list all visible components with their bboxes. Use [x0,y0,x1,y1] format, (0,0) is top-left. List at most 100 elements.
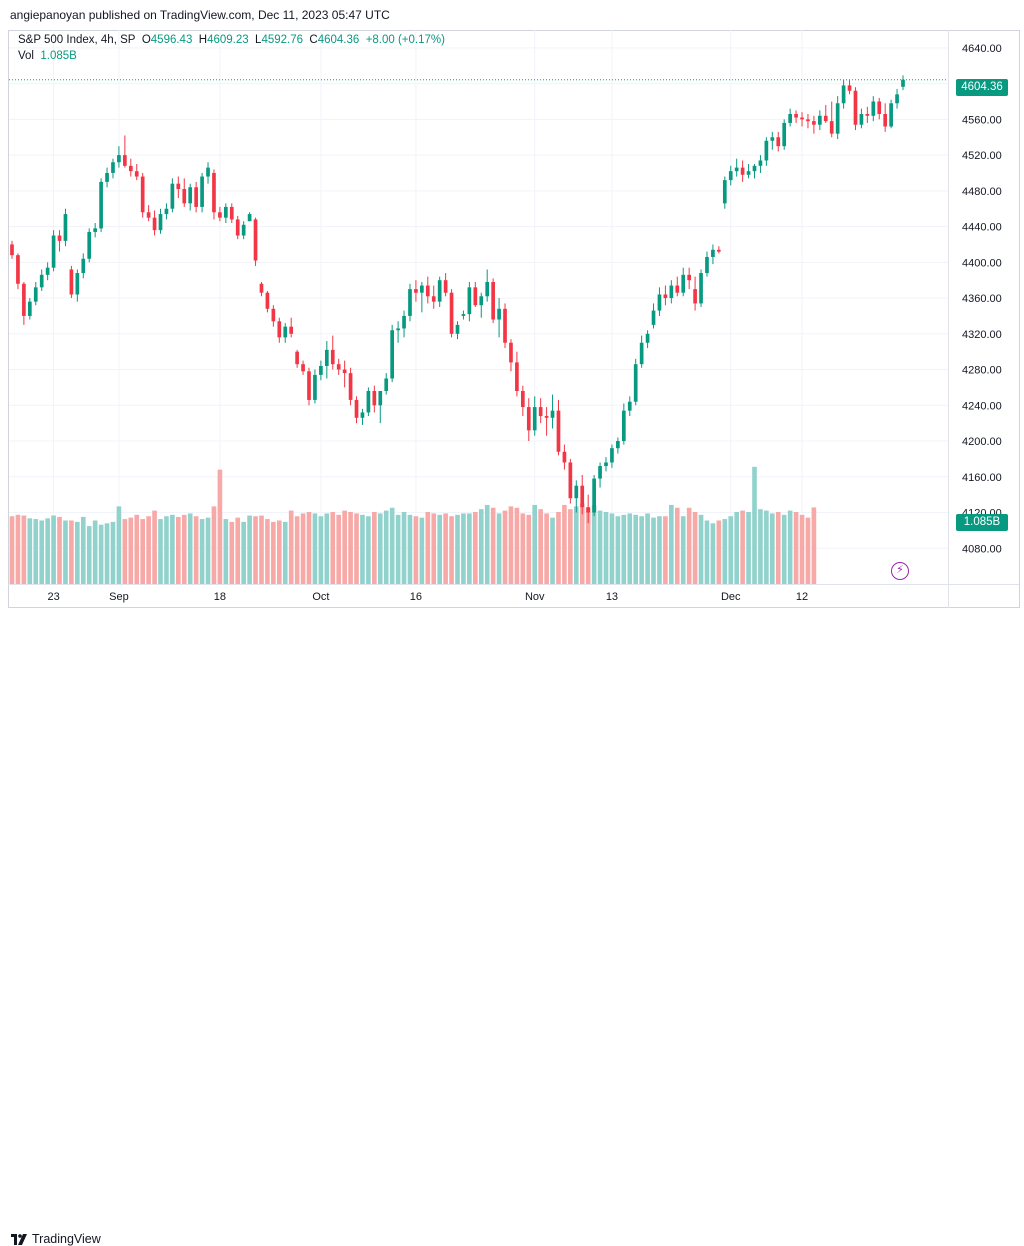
candle-body [420,285,424,293]
volume-bar [787,510,793,584]
volume-bar [253,516,258,584]
candle-body [93,228,98,232]
volume-bar [473,512,478,584]
candle-body [366,390,371,413]
volume-bar [591,504,597,584]
candle-body [657,294,662,311]
volume-bar [722,519,728,584]
volume-bar [692,512,698,584]
volume-bar [164,516,169,584]
volume-bar [75,521,80,584]
volume-bar [318,516,324,584]
volume-bar [276,520,282,584]
candle-body [491,281,495,320]
volume-bar [122,519,128,584]
volume-bar [746,512,751,584]
volume-bar [15,514,21,584]
candle-body [853,90,858,125]
candle-body [574,485,579,499]
price-chart[interactable]: 4640.004600.004560.004520.004480.004440.… [8,30,1020,608]
high-value: 4609.23 [207,34,249,46]
candle-body [675,285,680,293]
volume-bar [306,512,312,584]
volume-bar [27,518,33,584]
candle-body [717,249,721,252]
volume-bar [324,513,330,584]
volume-bar [128,517,134,584]
volume-bar [342,510,347,584]
candle-body [22,283,26,316]
candle-body [473,287,478,306]
y-tick-label: 4080.00 [962,543,1002,555]
candle-body [330,349,335,365]
candle-body [812,121,816,125]
volume-bar [146,516,151,584]
candle-body [669,285,674,299]
candle-body [806,119,810,122]
volume-bar [372,512,377,584]
volume-bar [657,516,662,584]
candle-body [645,333,650,343]
volume-bar [502,510,508,584]
candle-body [182,189,187,204]
y-tick-label: 4520.00 [962,150,1002,162]
low-value: 4592.76 [261,34,304,46]
volume-bar [686,507,692,584]
candle-body [307,371,311,400]
volume-bar [573,506,579,584]
close-label: C [309,34,318,46]
volume-bar [377,513,383,584]
candle-body [633,364,638,402]
volume-bar [205,517,211,584]
volume-bar [51,515,56,584]
lightning-icon[interactable]: ⚡ [891,562,909,580]
volume-legend: Vol 1.085B [18,50,77,62]
candle-body [384,378,389,391]
tradingview-brand[interactable]: TradingView [32,1232,101,1246]
candle-body [562,451,567,463]
volume-bar [764,510,769,584]
volume-bar [651,517,656,584]
candle-body [520,390,525,408]
volume-bar [781,514,787,584]
volume-bar [467,513,472,584]
candle-body [247,214,252,222]
candle-body [758,160,763,166]
candle-body [693,289,697,304]
candle-body [283,326,288,338]
candle-body [313,374,317,400]
candle-body [467,287,472,315]
candle-body [526,407,531,431]
candle-body [859,113,864,125]
volume-bar [176,516,181,584]
candle-body [146,212,151,218]
volume-bar [86,526,92,584]
candle-body [123,155,127,166]
volume-bar [811,507,817,584]
volume-bar [110,521,116,584]
candle-body [877,101,882,114]
volume-bar [508,506,514,584]
candle-body [63,214,68,241]
candle-body [544,416,549,418]
volume-bar [419,517,425,584]
candle-body [164,208,169,215]
footer: TradingView [0,612,1024,1246]
volume-bar [585,507,591,584]
volume-bar [603,512,609,584]
volume-bar [562,504,567,584]
candle-body [51,235,56,268]
candle-body [639,342,644,365]
candle-body [788,113,792,123]
volume-bar [235,517,241,584]
candle-body [200,176,204,207]
candle-body [556,410,561,452]
volume-bar [579,503,585,584]
volume-bar [799,514,805,584]
candle-body [402,315,406,329]
candle-body [515,362,519,391]
volume-bar [9,516,15,584]
volume-bar [389,507,395,584]
close-value: 4604.36 [317,34,360,46]
volume-bar [461,513,466,584]
